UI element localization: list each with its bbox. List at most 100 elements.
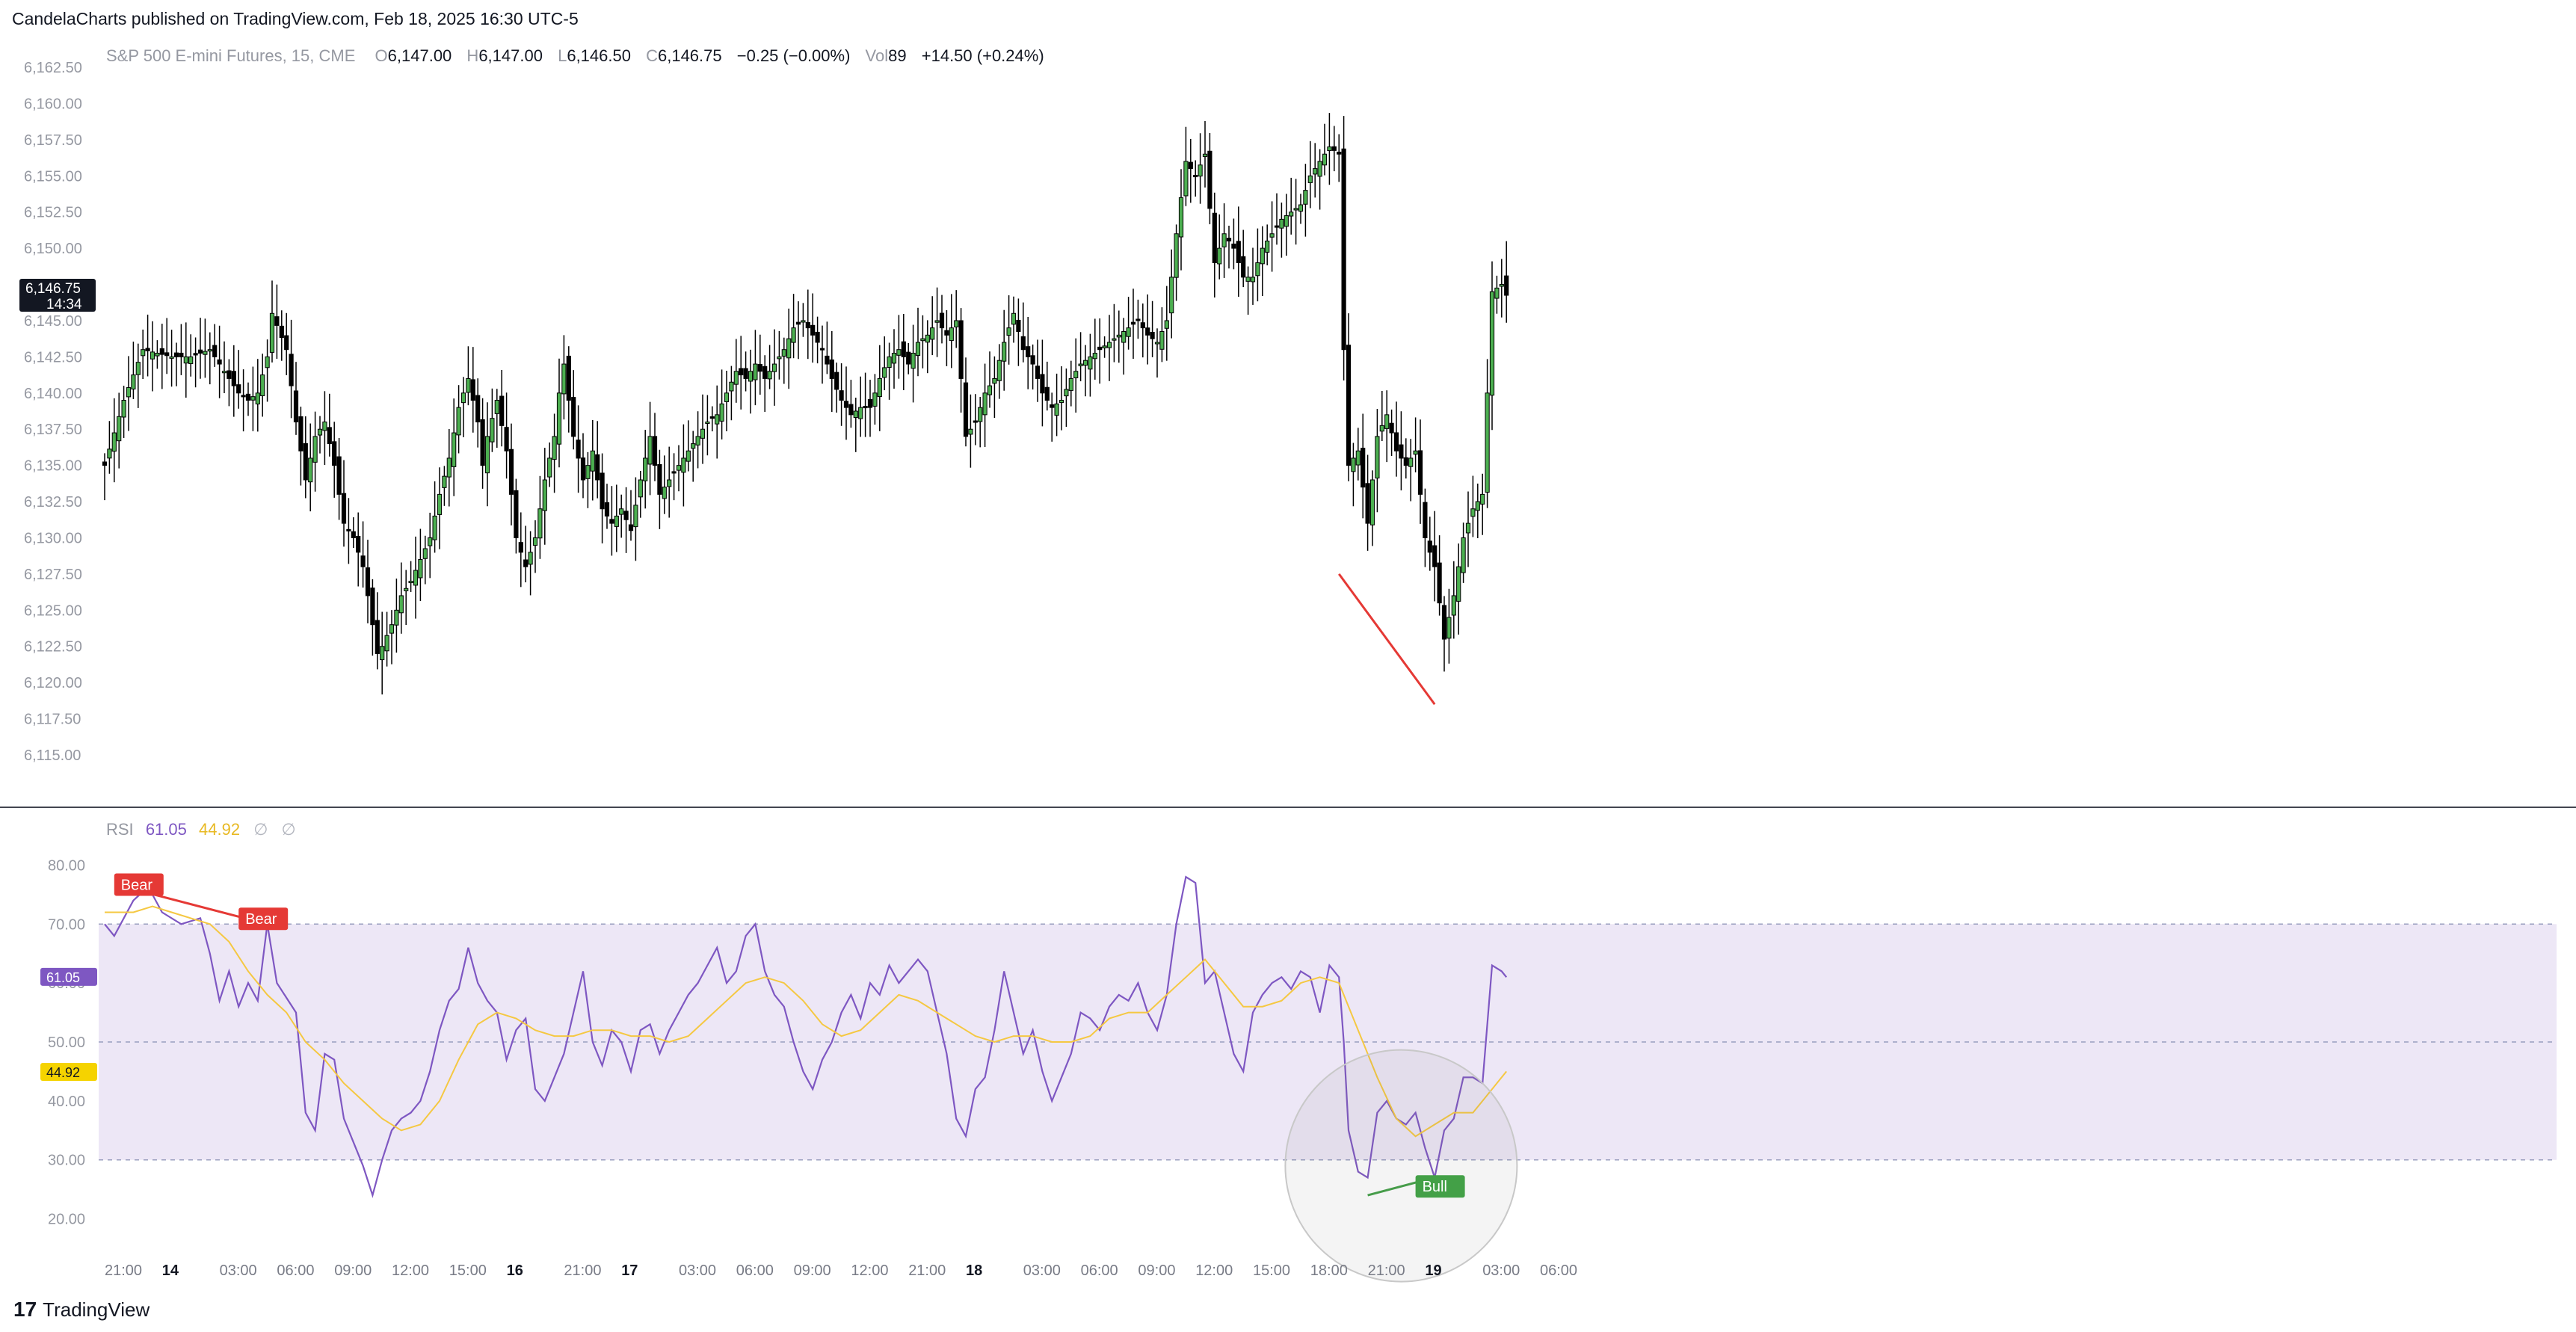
candle-up [437,493,443,515]
rsi-name[interactable]: RSI [106,820,134,839]
candle-down [360,555,366,567]
candle-up [1384,414,1390,429]
time-axis-label: 17 [621,1262,638,1279]
candle-down [159,348,164,355]
candle-down [609,519,614,524]
change-value: −0.25 (−0.00%) [736,46,851,65]
time-axis-label: 15:00 [449,1262,487,1279]
time-axis-label: 12:00 [392,1262,429,1279]
candle-up [1121,330,1127,343]
time-axis-label: 18 [966,1262,982,1279]
price-axis-label: 6,145.00 [24,313,82,330]
candle-up [141,349,146,357]
rsi-ma-current-badge [40,1063,97,1082]
candle-up [1006,327,1011,336]
candle-up [456,407,461,436]
candle-up [1011,312,1017,325]
candle-down [164,352,170,357]
candle-up [767,371,772,380]
candle-down [197,349,203,354]
candle-down [245,393,251,401]
candle-up [121,399,126,418]
candle-down [580,457,586,481]
bear-label-1: Bear [121,877,153,893]
candle-up [771,363,777,372]
candle-down [1241,256,1246,278]
bear-label-1-bg [114,873,164,896]
candle-up [982,392,987,416]
bull-label-bg [1415,1175,1465,1198]
candle-up [111,432,117,452]
candle-up [915,342,921,356]
tradingview-logo-text: TradingView [43,1298,150,1321]
candle-down [475,395,481,423]
candle-up [1298,204,1304,212]
candle-up [188,356,194,365]
time-axis-label: 18:00 [1310,1262,1348,1279]
candle-up [1456,566,1461,602]
candle-up [1327,147,1332,152]
price-divergence-line [1337,573,1436,706]
candle-up [590,450,595,472]
candle-down [1207,150,1212,209]
hidden-value-1: ∅ [253,820,268,839]
candle-up [1284,215,1289,227]
tradingview-logo[interactable]: 17 TradingView [13,1298,150,1322]
candle-up [954,320,959,327]
candle-down [217,359,222,365]
bull-label: Bull [1423,1179,1447,1195]
candle-up [896,349,902,356]
candle-down [944,330,949,336]
candle-down [843,401,849,408]
candle-up [786,338,792,359]
hidden-value-2: ∅ [281,820,296,839]
candle-up [413,570,419,586]
candle-up [968,428,973,435]
candle-down [604,502,610,517]
candle-down [1145,327,1150,336]
time-axis-label: 06:00 [277,1262,314,1279]
price-axis-label: 6,162.50 [24,60,82,76]
candle-up [494,399,499,414]
candle-up [633,505,638,528]
candle-down [293,390,299,423]
price-axis-label: 6,127.50 [24,567,82,583]
candle-up [207,349,212,352]
symbol-name[interactable]: S&P 500 E-mini Futures, 15, CME [106,46,356,65]
candle-down [351,531,356,538]
time-axis-label: 06:00 [736,1262,774,1279]
price-axis-label: 6,160.00 [24,96,82,112]
candle-up [724,392,730,403]
volume-label: Vol [865,46,889,65]
candle-up [322,422,327,431]
candle-up [1064,389,1069,397]
candle-down [284,335,289,351]
candle-up [561,363,567,395]
candle-up [1313,168,1318,175]
candle-up [1480,493,1485,505]
candle-down [825,355,830,365]
candle-up [1465,522,1471,534]
time-axis-label: 09:00 [334,1262,372,1279]
candle-up [1059,399,1064,404]
candle-up [308,457,313,483]
candle-down [145,348,150,351]
candle-up [1446,617,1452,639]
rsi-legend: RSI 61.05 44.92 ∅ ∅ [106,820,296,839]
price-axis-label: 6,122.50 [24,639,82,656]
candle-up [978,407,983,422]
candle-up [877,377,882,398]
time-axis-label: 12:00 [1195,1262,1233,1279]
candle-down [499,395,505,426]
candle-up [1078,363,1083,366]
publisher-caption: CandelaCharts published on TradingView.c… [12,9,579,28]
price-axis-label: 6,137.50 [24,422,82,438]
candle-up [1265,240,1270,253]
candle-down [279,325,284,339]
last-price-badge [19,279,96,312]
candle-up [934,320,940,323]
candle-down [1417,450,1423,495]
candle-up [1092,353,1097,360]
bear-label-2-bg [238,907,289,931]
